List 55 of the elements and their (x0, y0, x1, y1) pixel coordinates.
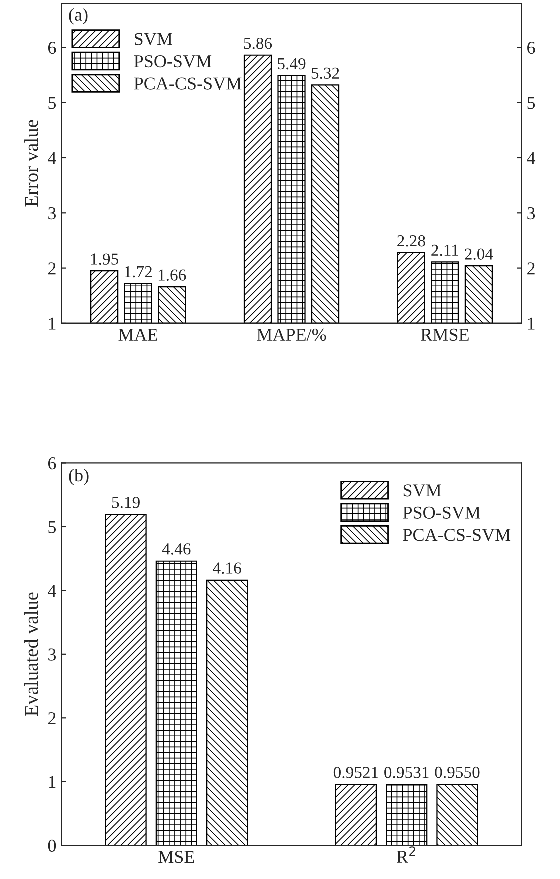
bar (386, 784, 428, 846)
data-label: 2.28 (398, 235, 426, 247)
legend-label: SVM (135, 33, 172, 46)
annotation: (b) (69, 468, 89, 486)
y-tick-label: 0 (48, 840, 56, 852)
annotation: (a) (69, 8, 88, 25)
y-tick-label: 1 (49, 776, 56, 788)
y-tick-label: 3 (48, 648, 56, 661)
x-tick-label: MAE (118, 328, 158, 341)
data-label: 5.49 (278, 58, 306, 70)
bar (335, 784, 378, 846)
y-axis-title: Error value (24, 120, 38, 207)
x-tick-label: R$^{2}$ (396, 846, 416, 863)
data-label: 5.86 (244, 38, 272, 50)
data-label: 4.46 (162, 544, 191, 555)
y-tick-label: 2 (48, 712, 56, 724)
data-label: 1.72 (125, 266, 152, 278)
y2-tick-label: 3 (528, 207, 536, 220)
data-label: 2.04 (465, 248, 494, 260)
x-tick-label: MAPE/% (257, 328, 326, 342)
bar (206, 580, 248, 846)
legend-label: PSO-SVM (403, 506, 480, 520)
y-tick-label: 5 (48, 521, 56, 534)
y2-tick-label: 4 (527, 152, 536, 164)
x-tick-label: RMSE (421, 328, 469, 342)
legend-label: SVM (404, 484, 442, 497)
bar (436, 784, 478, 846)
y2-tick-label: 6 (528, 42, 536, 54)
bar (156, 560, 198, 846)
y2-tick-label: 5 (528, 97, 536, 110)
data-label: 0.9521 (334, 767, 378, 778)
y-tick-label: 6 (48, 42, 56, 54)
x-tick-label: MSE (158, 851, 194, 864)
data-label: 0.9531 (384, 767, 429, 778)
data-label: 1.95 (91, 254, 118, 265)
y-tick-label: 4 (48, 152, 56, 164)
y2-tick-label: 2 (528, 262, 535, 275)
y2-tick-label: 1 (528, 318, 535, 330)
legend-label: PCA-CS-SVM (403, 529, 511, 542)
y-tick-label: 1 (49, 318, 56, 330)
data-label: 2.11 (432, 244, 458, 256)
y-tick-label: 2 (48, 262, 56, 275)
data-label: 5.32 (312, 68, 340, 80)
y-axis-title: Evaluated value (24, 592, 38, 716)
y-tick-label: 5 (48, 97, 56, 110)
data-label: 1.66 (158, 270, 186, 281)
legend-label: PCA-CS-SVM (134, 78, 242, 90)
y-tick-label: 4 (48, 585, 56, 597)
legend-label: PSO-SVM (134, 55, 212, 68)
data-label: 5.19 (112, 497, 140, 508)
y-tick-label: 6 (48, 458, 56, 470)
data-label: 4.16 (213, 562, 242, 574)
data-label: 0.9550 (435, 766, 480, 778)
bar (105, 514, 147, 846)
y-tick-label: 3 (48, 207, 56, 220)
